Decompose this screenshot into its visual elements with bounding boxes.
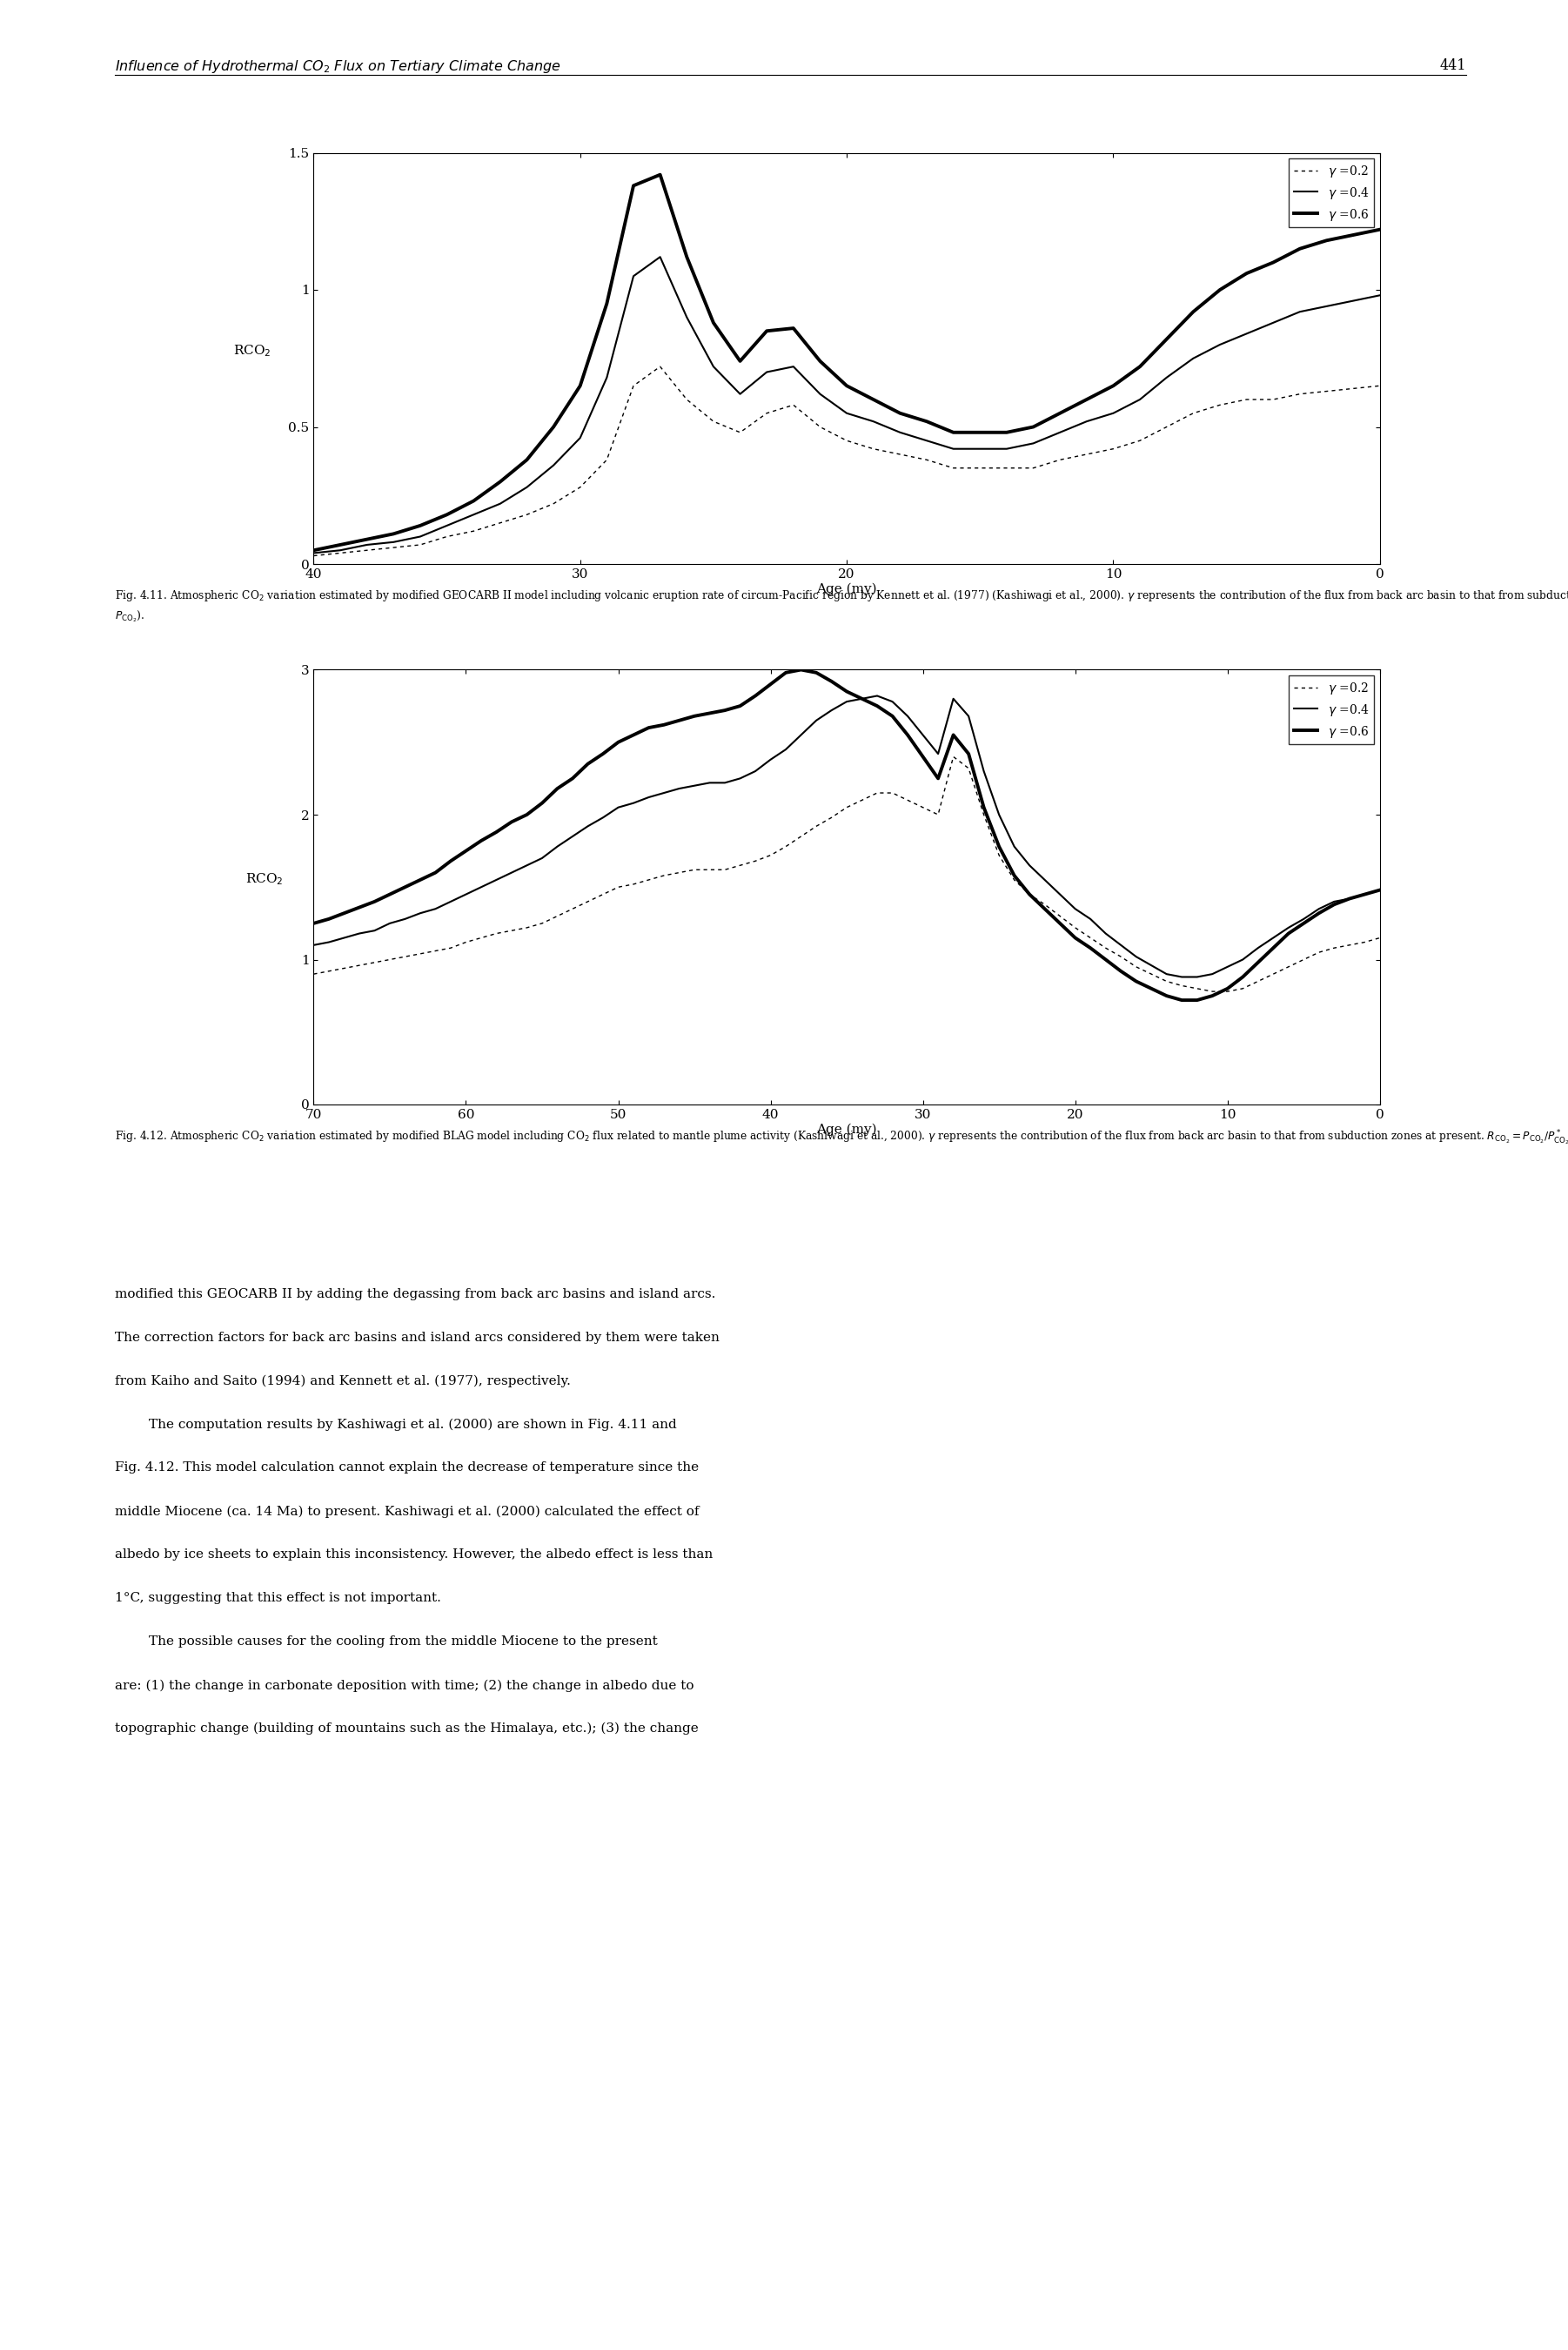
Text: are: (1) the change in carbonate deposition with time; (2) the change in albedo : are: (1) the change in carbonate deposit…	[114, 1678, 693, 1692]
Text: The possible causes for the cooling from the middle Miocene to the present: The possible causes for the cooling from…	[114, 1636, 657, 1647]
Legend: $\gamma$ =0.2, $\gamma$ =0.4, $\gamma$ =0.6: $\gamma$ =0.2, $\gamma$ =0.4, $\gamma$ =…	[1289, 677, 1374, 745]
X-axis label: Age (my): Age (my)	[817, 1123, 877, 1135]
Text: 441: 441	[1439, 59, 1466, 73]
X-axis label: Age (my): Age (my)	[817, 583, 877, 595]
Text: Fig. 4.11. Atmospheric CO$_2$ variation estimated by modified GEOCARB II model i: Fig. 4.11. Atmospheric CO$_2$ variation …	[114, 588, 1568, 623]
Text: 1°C, suggesting that this effect is not important.: 1°C, suggesting that this effect is not …	[114, 1593, 441, 1605]
Text: Fig. 4.12. Atmospheric CO$_2$ variation estimated by modified BLAG model includi: Fig. 4.12. Atmospheric CO$_2$ variation …	[114, 1128, 1568, 1147]
Text: The correction factors for back arc basins and island arcs considered by them we: The correction factors for back arc basi…	[114, 1330, 720, 1344]
Y-axis label: RCO$_2$: RCO$_2$	[246, 872, 284, 888]
Text: The computation results by Kashiwagi et al. (2000) are shown in Fig. 4.11 and: The computation results by Kashiwagi et …	[114, 1419, 676, 1431]
Text: middle Miocene (ca. 14 Ma) to present. Kashiwagi et al. (2000) calculated the ef: middle Miocene (ca. 14 Ma) to present. K…	[114, 1504, 699, 1518]
Text: modified this GEOCARB II by adding the degassing from back arc basins and island: modified this GEOCARB II by adding the d…	[114, 1288, 715, 1300]
Text: from Kaiho and Saito (1994) and Kennett et al. (1977), respectively.: from Kaiho and Saito (1994) and Kennett …	[114, 1375, 571, 1386]
Legend: $\gamma$ =0.2, $\gamma$ =0.4, $\gamma$ =0.6: $\gamma$ =0.2, $\gamma$ =0.4, $\gamma$ =…	[1289, 160, 1374, 228]
Text: topographic change (building of mountains such as the Himalaya, etc.); (3) the c: topographic change (building of mountain…	[114, 1723, 698, 1734]
Text: albedo by ice sheets to explain this inconsistency. However, the albedo effect i: albedo by ice sheets to explain this inc…	[114, 1549, 712, 1560]
Text: Fig. 4.12. This model calculation cannot explain the decrease of temperature sin: Fig. 4.12. This model calculation cannot…	[114, 1462, 698, 1473]
Text: $\it{Influence\ of\ Hydrothermal\ CO_2\ Flux\ on\ Tertiary\ Climate\ Change}$: $\it{Influence\ of\ Hydrothermal\ CO_2\ …	[114, 59, 561, 75]
Y-axis label: RCO$_2$: RCO$_2$	[234, 343, 271, 360]
